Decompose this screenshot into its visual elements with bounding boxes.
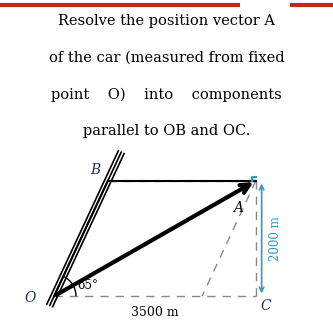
Bar — [251, 176, 256, 181]
Text: 65°: 65° — [77, 279, 98, 292]
Text: B: B — [91, 163, 101, 177]
Text: A: A — [233, 201, 243, 215]
Text: Resolve the position vector A: Resolve the position vector A — [58, 14, 275, 29]
Text: of the car (measured from fixed: of the car (measured from fixed — [49, 51, 284, 65]
Text: O: O — [24, 291, 36, 305]
Text: parallel to OB and OC.: parallel to OB and OC. — [83, 124, 250, 138]
Text: C: C — [260, 299, 271, 313]
Text: 3500 m: 3500 m — [131, 306, 179, 319]
Text: 2000 m: 2000 m — [269, 216, 282, 261]
Text: point    O)    into    components: point O) into components — [51, 87, 282, 101]
